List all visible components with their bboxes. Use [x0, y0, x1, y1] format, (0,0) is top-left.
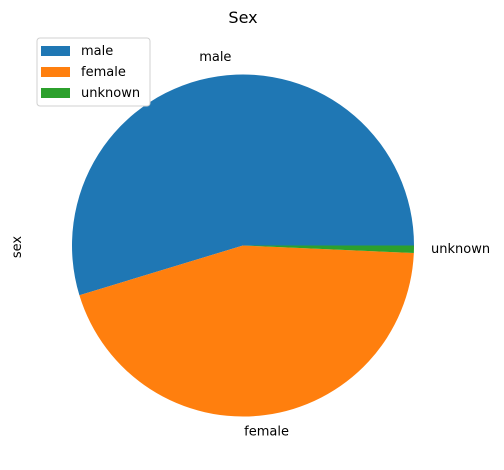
pie-slices — [72, 74, 415, 417]
pie-slice-male — [72, 74, 415, 296]
legend-label-unknown: unknown — [81, 86, 140, 101]
chart-title: Sex — [228, 8, 257, 27]
pie-slice-unknown — [243, 245, 414, 254]
legend-swatch-unknown — [41, 88, 70, 98]
pie-label-male: male — [199, 50, 231, 65]
pie-label-female: female — [244, 425, 289, 440]
pie-slice-female — [79, 245, 414, 417]
y-axis-label: sex — [10, 236, 25, 259]
legend-swatch-male — [41, 46, 70, 56]
pie-labels: male female unknown — [199, 50, 490, 440]
legend-label-female: female — [81, 65, 126, 80]
legend-swatch-female — [41, 67, 70, 77]
pie-label-unknown: unknown — [431, 242, 490, 257]
legend: male female unknown — [36, 37, 151, 107]
legend-label-male: male — [81, 44, 113, 59]
